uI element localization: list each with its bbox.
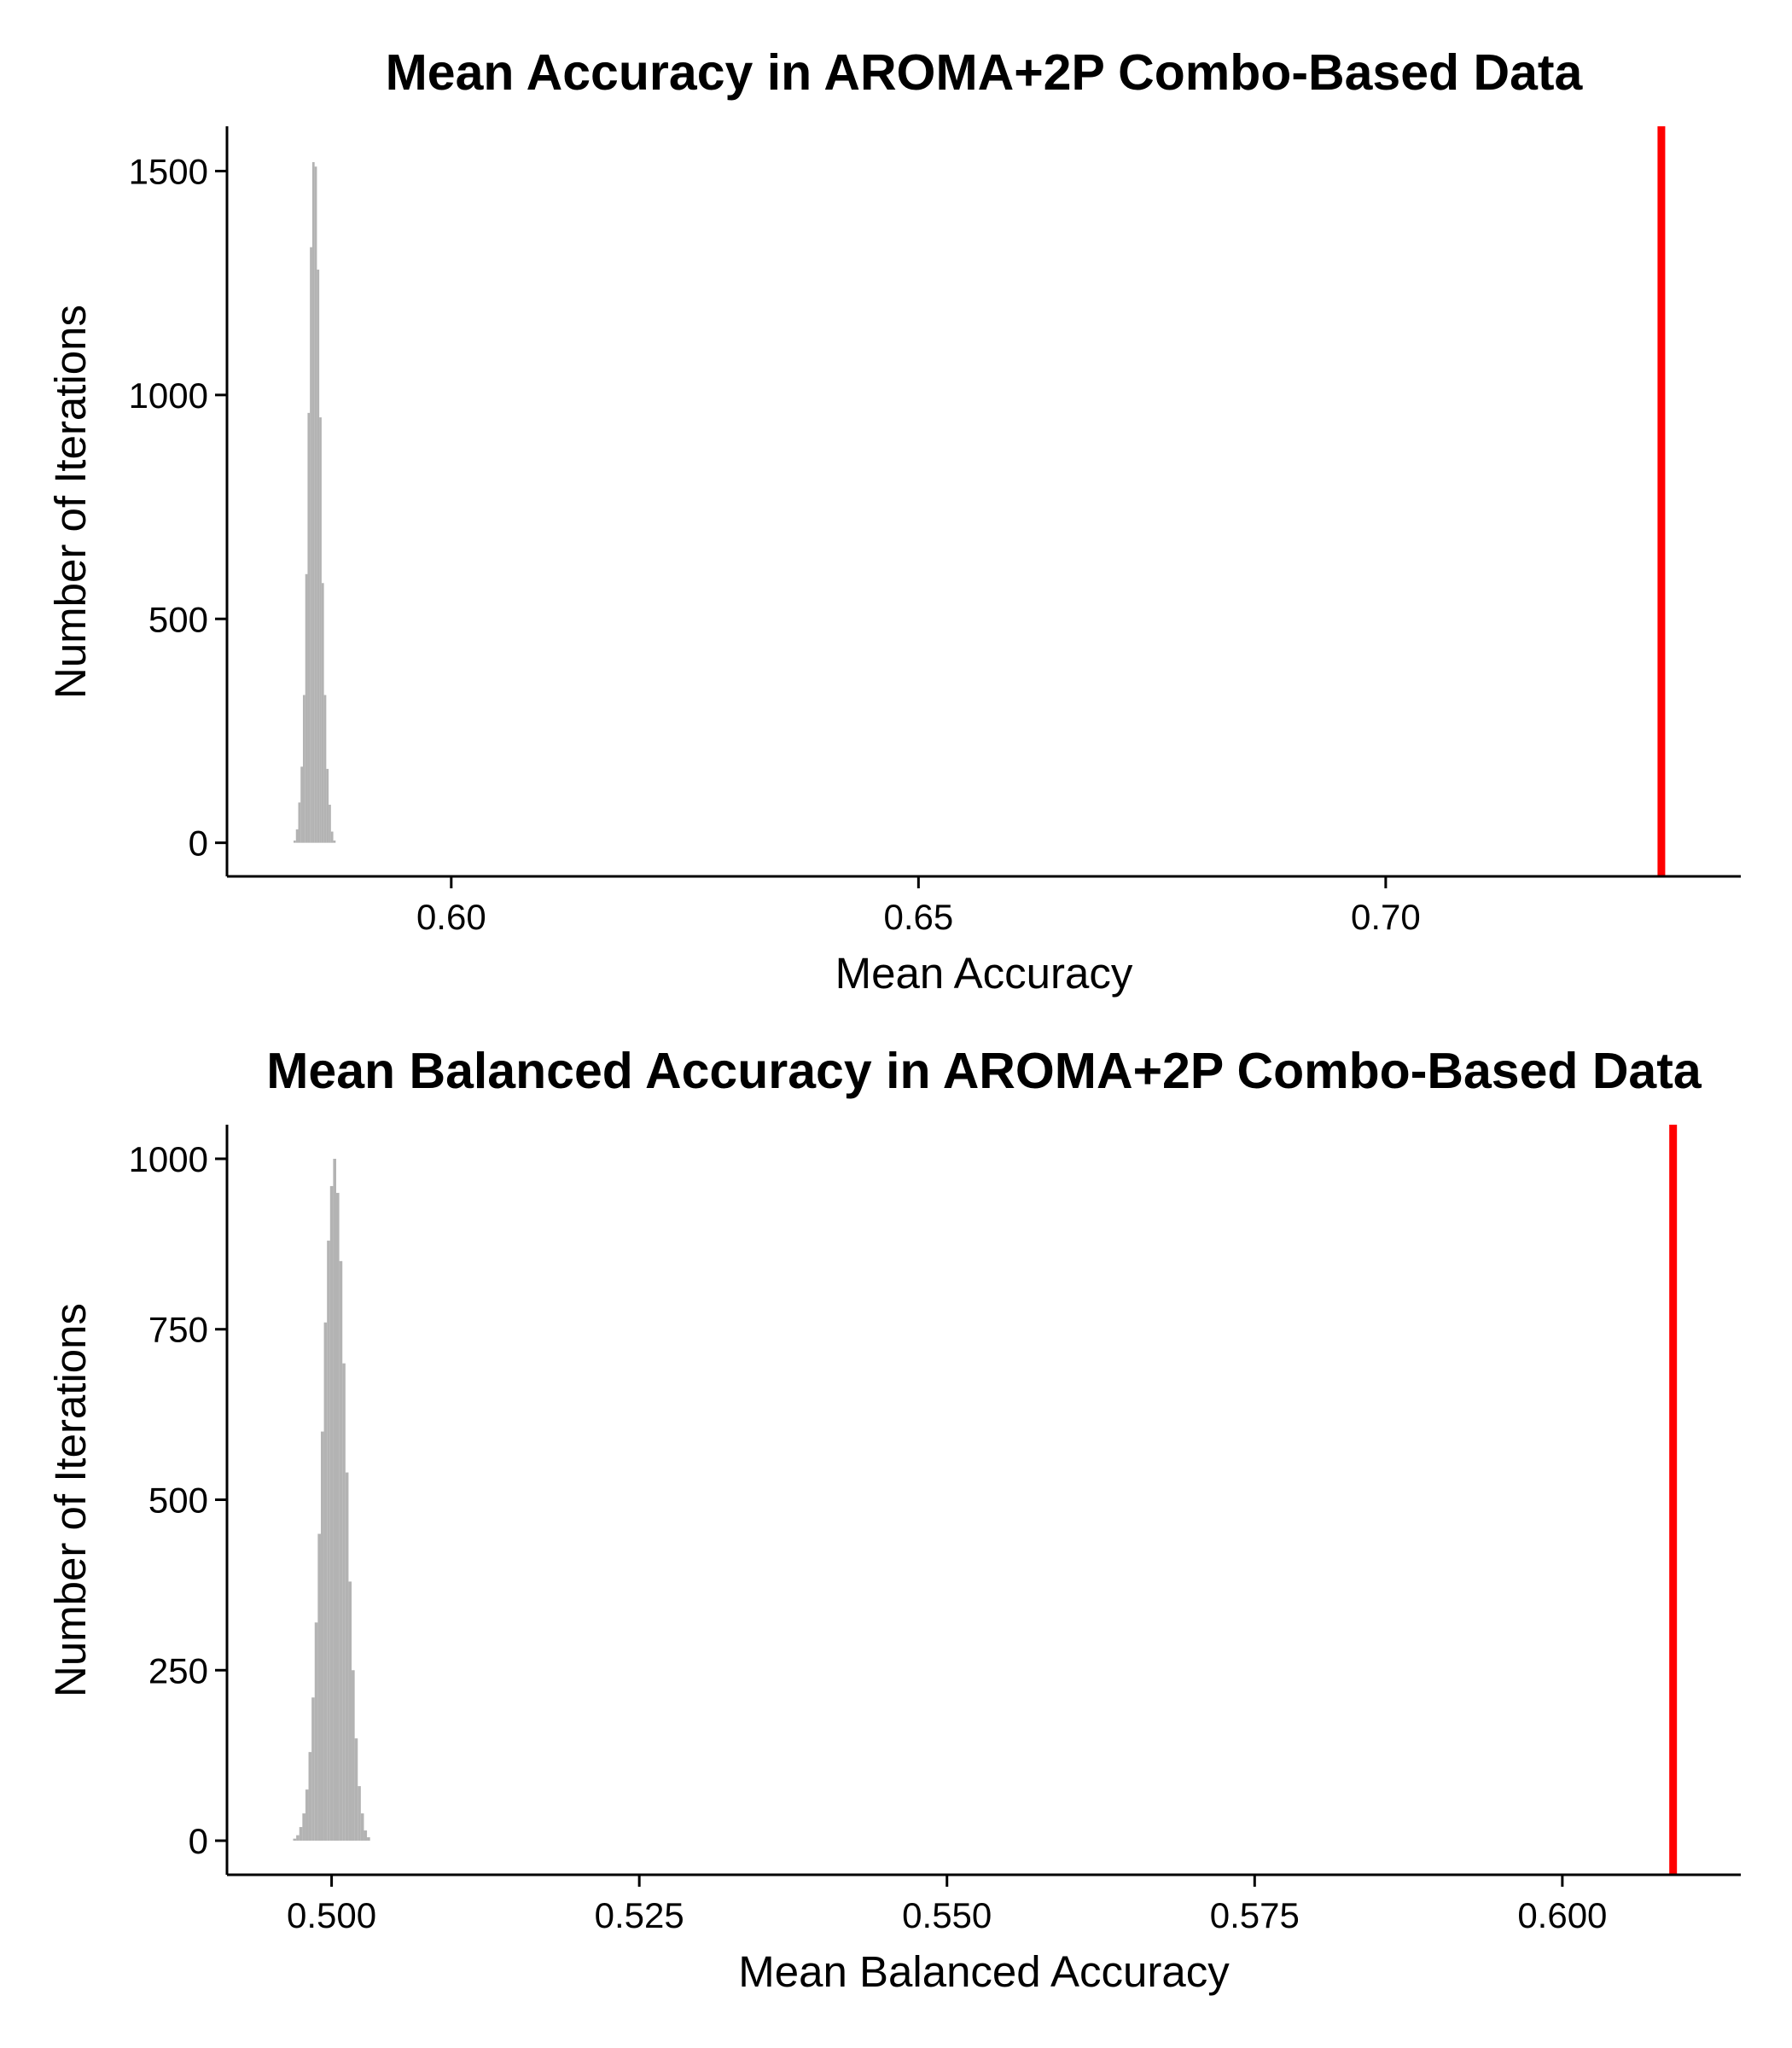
chart-title: Mean Accuracy in AROMA+2P Combo-Based Da…	[386, 44, 1584, 101]
y-tick-label: 1000	[129, 375, 208, 416]
histogram-bar	[314, 166, 317, 843]
histogram-bar	[367, 1837, 370, 1841]
y-tick-label: 1000	[129, 1139, 208, 1179]
histogram-bars	[294, 161, 336, 843]
x-axis-label: Mean Accuracy	[835, 949, 1133, 998]
histogram-bar	[329, 805, 331, 843]
histogram-bar	[321, 583, 324, 843]
x-axis-label: Mean Balanced Accuracy	[738, 1947, 1230, 1996]
x-tick-label: 0.60	[416, 897, 486, 937]
x-axis: 0.500 0.525 0.550 0.575 0.600	[227, 1873, 1741, 1935]
histogram-bar	[326, 769, 329, 843]
histogram-bar	[311, 161, 315, 843]
histogram-bar	[323, 1322, 328, 1841]
x-tick-label: 0.65	[883, 897, 953, 937]
histogram-bar	[300, 766, 303, 843]
histogram-bar	[295, 829, 299, 843]
y-tick-label: 0	[189, 823, 208, 864]
histogram-bar	[299, 1827, 303, 1841]
histogram-bars	[293, 1158, 370, 1841]
histogram-bar	[358, 1786, 361, 1841]
y-tick-label: 500	[148, 599, 208, 639]
histogram-bar	[302, 1813, 305, 1841]
histogram-bar	[311, 1697, 315, 1841]
histogram-bar	[336, 1192, 340, 1841]
histogram-bar	[314, 1622, 318, 1841]
histogram-bar	[333, 1158, 337, 1841]
histogram-bar	[320, 1431, 324, 1841]
histogram-bar	[327, 1240, 330, 1841]
histogram-bar	[294, 841, 296, 843]
x-tick-label: 0.500	[287, 1895, 376, 1935]
histogram-bar	[319, 417, 322, 843]
histogram-bar	[317, 1533, 321, 1841]
y-tick-label: 0	[189, 1821, 208, 1861]
y-tick-label: 250	[148, 1650, 208, 1690]
histogram-bar	[348, 1581, 352, 1841]
histogram-bar	[302, 695, 305, 843]
y-tick-label: 750	[148, 1310, 208, 1350]
histogram-bar	[305, 1789, 309, 1841]
histogram-bar	[323, 695, 327, 843]
y-tick-label: 500	[148, 1481, 208, 1521]
accuracy-histogram-panel: Mean Accuracy in AROMA+2P Combo-Based Da…	[46, 44, 1741, 998]
histogram-bar	[354, 1738, 358, 1841]
y-axis-label: Number of Iterations	[46, 305, 95, 699]
histogram-bar	[296, 1835, 300, 1841]
histogram-bar	[305, 573, 308, 843]
histogram-bar	[298, 802, 301, 843]
histogram-bar	[329, 1185, 334, 1841]
balanced-accuracy-histogram-panel: Mean Balanced Accuracy in AROMA+2P Combo…	[46, 1043, 1741, 1996]
y-axis: 0 500 1000 1500	[129, 126, 229, 876]
x-tick-label: 0.550	[902, 1895, 992, 1935]
y-axis-label: Number of Iterations	[46, 1303, 95, 1697]
histogram-bar	[345, 1472, 349, 1841]
x-tick-label: 0.575	[1210, 1895, 1300, 1935]
histogram-bar	[364, 1830, 368, 1841]
histogram-bar	[308, 1752, 312, 1841]
x-axis: 0.60 0.65 0.70	[227, 875, 1741, 937]
histogram-bar	[352, 1670, 355, 1841]
histogram-bar	[317, 269, 320, 843]
x-tick-label: 0.600	[1517, 1895, 1607, 1935]
histogram-bar	[310, 247, 312, 843]
chart-title: Mean Balanced Accuracy in AROMA+2P Combo…	[266, 1043, 1702, 1099]
histogram-bar	[293, 1838, 297, 1841]
y-axis: 0 250 500 750 1000	[129, 1125, 229, 1875]
histogram-bar	[342, 1363, 346, 1841]
histogram-bar	[307, 412, 311, 843]
histogram-bar	[339, 1260, 343, 1841]
x-tick-label: 0.525	[595, 1895, 684, 1935]
histogram-bar	[330, 831, 334, 843]
y-tick-label: 1500	[129, 151, 208, 191]
histogram-bar	[360, 1813, 364, 1841]
histogram-bar	[333, 841, 336, 843]
x-tick-label: 0.70	[1351, 897, 1421, 937]
